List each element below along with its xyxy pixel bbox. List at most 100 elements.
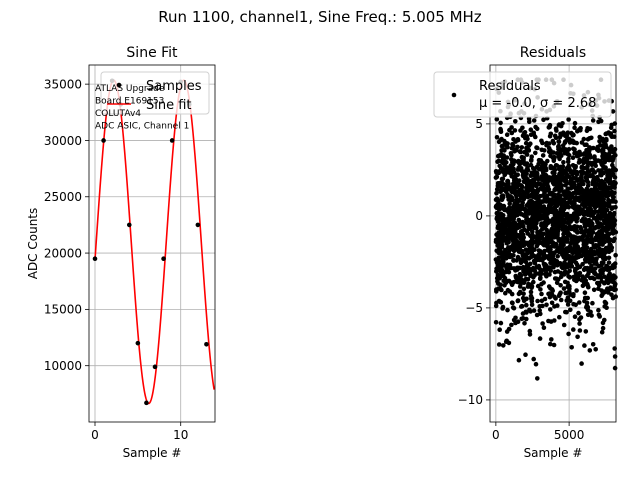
residual-point [498, 189, 503, 195]
residual-point [532, 260, 538, 266]
residual-point [600, 147, 606, 152]
residual-point [576, 191, 582, 196]
residual-point [544, 302, 549, 308]
residual-point [510, 142, 515, 147]
sample-point [169, 138, 175, 143]
residual-point [498, 204, 503, 209]
residual-point [549, 300, 555, 306]
residual-point [606, 203, 611, 209]
residual-point [571, 250, 576, 255]
residual-point [565, 149, 570, 155]
residual-point [590, 118, 596, 123]
residual-point [599, 329, 605, 335]
residual-point [597, 139, 602, 144]
residual-point [567, 255, 572, 261]
residual-point [555, 192, 561, 197]
residual-point [527, 328, 533, 334]
residual-point [510, 300, 515, 306]
residual-point [496, 158, 502, 164]
residual-point [570, 169, 575, 174]
residual-point [517, 161, 523, 167]
residual-point [521, 265, 526, 270]
residual-point [511, 158, 517, 163]
residual-point [543, 271, 548, 277]
x-axis-label: Sample # [123, 446, 182, 460]
residual-point [529, 181, 535, 187]
residual-point [578, 175, 583, 181]
residual-point [576, 150, 582, 155]
residual-point [577, 321, 582, 326]
residual-point [547, 265, 552, 270]
residual-point [537, 257, 542, 263]
residual-point [604, 263, 609, 269]
residual-point [590, 167, 595, 172]
residual-point [596, 200, 602, 205]
residual-point [542, 148, 547, 153]
residual-point [512, 183, 518, 188]
residual-point [516, 217, 522, 223]
residual-point [590, 202, 595, 207]
residual-point [505, 144, 510, 150]
residual-point [566, 156, 571, 162]
residual-point [561, 235, 566, 240]
residual-point [605, 222, 610, 228]
residual-point [523, 259, 529, 265]
residual-point [583, 175, 589, 180]
residual-point [531, 308, 537, 313]
residual-point [534, 226, 539, 231]
residual-point [500, 252, 506, 258]
residual-point [515, 298, 521, 304]
residual-point [564, 215, 570, 221]
residual-point [584, 154, 590, 159]
residual-point [558, 297, 564, 303]
residual-point [592, 185, 598, 190]
residual-point [551, 141, 557, 146]
residual-point [495, 241, 501, 247]
residual-point [561, 160, 566, 165]
residual-point [575, 334, 580, 340]
residual-point [604, 278, 609, 284]
residual-point [557, 211, 562, 217]
residual-point [546, 149, 552, 155]
residual-point [610, 147, 615, 152]
residual-point [524, 203, 530, 208]
residual-point [500, 304, 506, 310]
residual-point [565, 190, 571, 195]
residual-point [602, 289, 607, 295]
residual-point [577, 249, 582, 255]
residual-point [568, 292, 573, 297]
residual-point [611, 179, 617, 185]
residual-point [498, 166, 504, 171]
residual-point [550, 240, 556, 245]
residual-point [573, 165, 578, 170]
residual-point [539, 291, 544, 297]
residual-point [584, 228, 590, 233]
residual-point [493, 197, 499, 202]
residual-point [605, 267, 610, 273]
residual-point [532, 170, 538, 175]
residual-point [524, 134, 530, 139]
residual-point [511, 225, 516, 230]
residual-point [611, 222, 617, 228]
residual-point [565, 280, 570, 286]
residual-point [500, 273, 506, 278]
residual-point [537, 209, 542, 215]
residual-point [529, 298, 535, 304]
residual-point [541, 261, 547, 267]
residual-point [517, 221, 522, 227]
residual-point [556, 123, 562, 128]
residual-point [529, 245, 535, 251]
residual-point [571, 132, 576, 138]
residual-point [549, 226, 555, 232]
residual-point [547, 133, 553, 139]
residual-point [538, 271, 544, 277]
residual-point [564, 180, 569, 185]
residual-point [494, 135, 500, 140]
residual-point [546, 318, 551, 324]
residual-point [601, 199, 606, 205]
residual-point [534, 145, 539, 150]
residual-point [587, 173, 593, 179]
residual-point [537, 213, 543, 219]
sample-point [92, 256, 98, 262]
residual-point [552, 179, 557, 185]
